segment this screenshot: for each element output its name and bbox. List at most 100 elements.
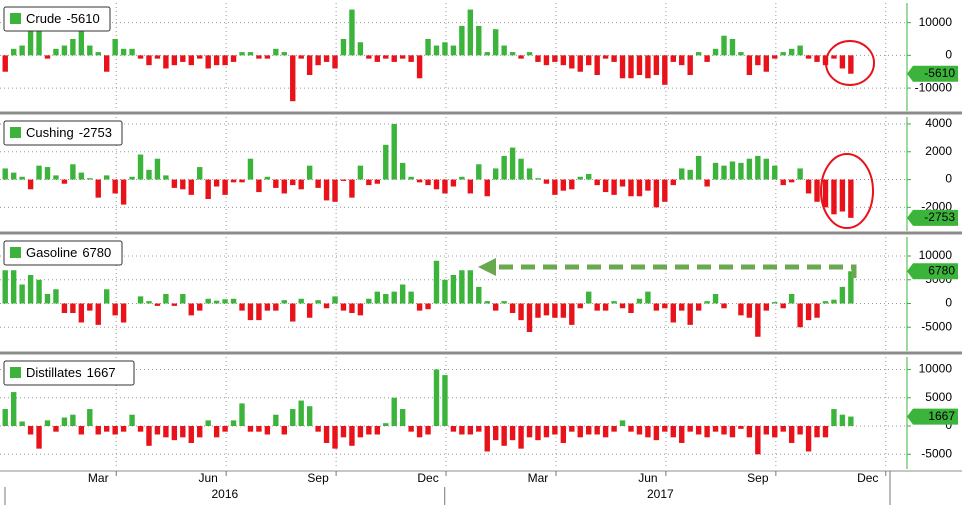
y-tick-label: 5000 xyxy=(925,390,952,404)
legend-swatch xyxy=(10,367,21,378)
bar xyxy=(222,55,228,66)
bar xyxy=(721,303,727,309)
bar xyxy=(366,426,372,435)
bar xyxy=(399,162,406,180)
bar xyxy=(788,179,795,183)
legend: Crude -5610 xyxy=(3,6,111,32)
bar xyxy=(492,168,499,180)
bar xyxy=(788,294,795,304)
bar xyxy=(61,417,68,427)
legend-value: 6780 xyxy=(82,245,111,260)
bar xyxy=(805,55,812,59)
bar xyxy=(357,42,364,56)
bar xyxy=(619,55,626,79)
x-tick-label: Dec xyxy=(857,471,878,485)
bar xyxy=(577,426,583,438)
bar xyxy=(442,279,448,304)
bar xyxy=(704,55,710,62)
bar xyxy=(256,426,262,432)
bar xyxy=(509,303,516,313)
bar xyxy=(670,179,676,186)
bar xyxy=(442,179,448,194)
bar xyxy=(594,179,600,186)
bar xyxy=(560,303,567,318)
bar xyxy=(239,403,245,427)
bar xyxy=(704,301,710,304)
bar xyxy=(19,45,25,56)
year-label: 2017 xyxy=(647,487,674,501)
bar xyxy=(552,179,558,195)
bar xyxy=(104,426,110,432)
bar xyxy=(163,175,169,180)
bar xyxy=(526,52,533,56)
bar xyxy=(19,176,25,180)
bar xyxy=(87,178,93,180)
bar xyxy=(298,298,304,304)
bar xyxy=(95,52,101,56)
last-value-label: 1667 xyxy=(928,409,955,423)
bar xyxy=(839,286,846,304)
bar xyxy=(839,55,846,69)
legend-box xyxy=(3,240,123,266)
bar xyxy=(340,303,347,311)
bar xyxy=(340,179,347,181)
bar xyxy=(602,179,609,193)
bar xyxy=(670,55,676,62)
bar xyxy=(137,296,144,304)
bar xyxy=(323,55,330,62)
legend-swatch xyxy=(10,247,21,258)
bar xyxy=(137,55,144,59)
bar xyxy=(653,179,660,208)
bar xyxy=(104,175,110,180)
bar xyxy=(738,303,744,316)
bar xyxy=(611,55,617,62)
bar xyxy=(695,155,702,180)
bar xyxy=(349,303,355,313)
bar xyxy=(636,179,643,197)
bar xyxy=(112,179,118,194)
bar xyxy=(10,392,17,427)
y-tick-label: -10000 xyxy=(915,80,953,94)
bar xyxy=(450,179,457,187)
bar xyxy=(628,55,634,79)
bar xyxy=(721,35,727,56)
bar xyxy=(653,55,660,75)
bar xyxy=(467,179,474,194)
bar xyxy=(679,168,685,180)
last-value-flag xyxy=(907,209,958,226)
last-value-label: -2753 xyxy=(924,210,955,224)
bar xyxy=(560,179,567,191)
bar xyxy=(391,55,397,62)
bar xyxy=(306,406,313,427)
bar xyxy=(10,172,17,180)
bar xyxy=(518,158,524,180)
bar xyxy=(459,270,465,304)
bar xyxy=(602,426,609,438)
bar xyxy=(594,303,600,311)
bar xyxy=(552,55,558,62)
bar xyxy=(70,414,76,427)
last-value-label: -5610 xyxy=(924,66,955,80)
bar xyxy=(357,303,364,316)
bar xyxy=(586,291,592,304)
bar xyxy=(366,179,372,186)
bar xyxy=(712,426,719,432)
bar xyxy=(146,301,152,304)
bar xyxy=(476,426,482,432)
bar xyxy=(163,426,169,438)
bar xyxy=(569,55,575,69)
bar xyxy=(467,9,474,56)
bar xyxy=(772,302,778,304)
bar xyxy=(399,55,406,59)
bar xyxy=(188,303,194,316)
bar xyxy=(687,169,693,180)
bar xyxy=(19,421,25,427)
bar xyxy=(670,426,676,438)
bar xyxy=(383,55,389,59)
bar xyxy=(27,426,34,435)
bar xyxy=(290,179,296,186)
bar xyxy=(839,414,846,427)
bar xyxy=(180,179,186,190)
bar xyxy=(772,165,778,180)
bar xyxy=(70,39,76,56)
